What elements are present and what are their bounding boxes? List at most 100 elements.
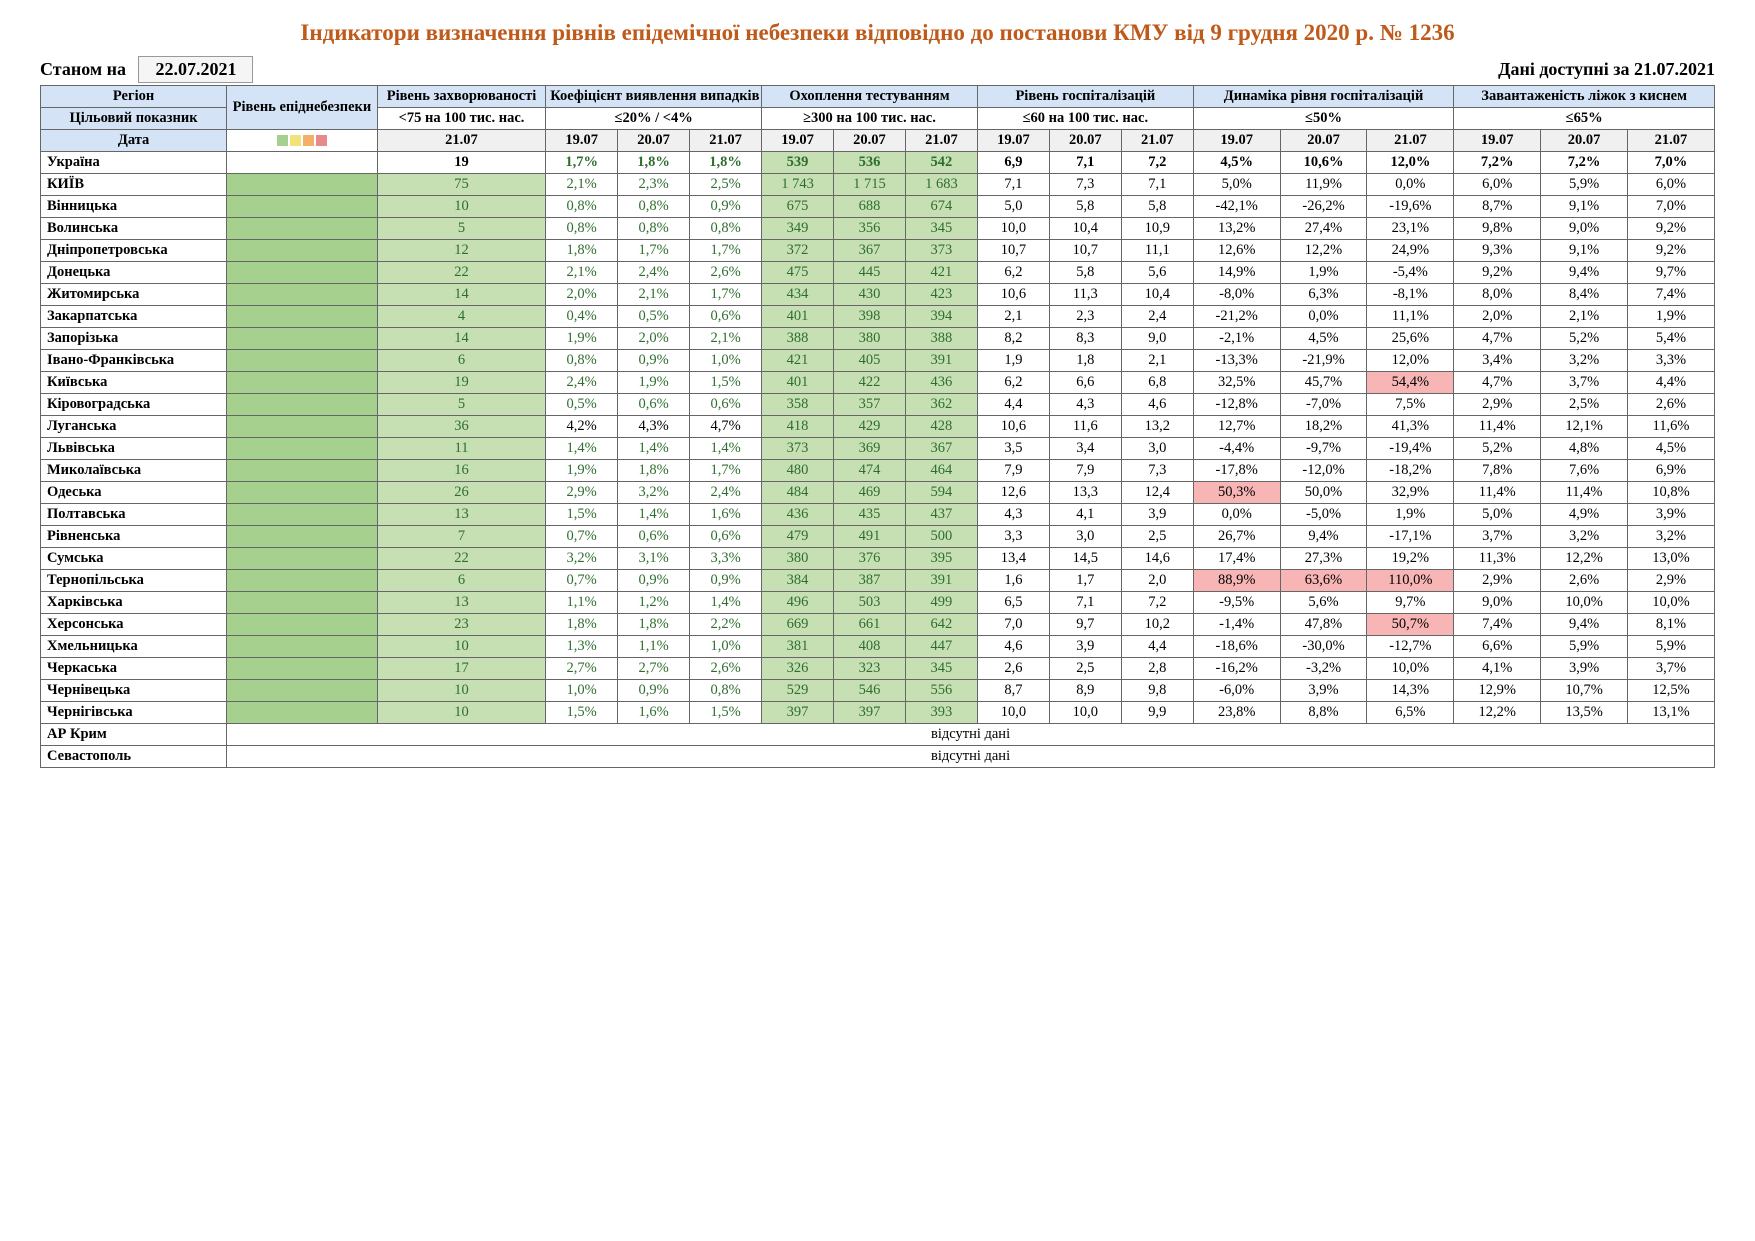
hosp-cell: 10,9 (1121, 218, 1193, 240)
hosp-cell: 2,3 (1049, 306, 1121, 328)
incidence-cell: 10 (377, 196, 545, 218)
region-cell: Україна (41, 152, 227, 174)
hosp-cell: 2,5 (1049, 658, 1121, 680)
oxygen-cell: 2,0% (1454, 306, 1541, 328)
hosp-cell: 11,3 (1049, 284, 1121, 306)
level-cell (227, 174, 378, 196)
oxygen-cell: 8,4% (1541, 284, 1628, 306)
table-row: АР Кримвідсутні дані (41, 724, 1715, 746)
detection-cell: 0,6% (690, 394, 762, 416)
hosp-cell: 13,4 (977, 548, 1049, 570)
incidence-cell: 4 (377, 306, 545, 328)
oxygen-cell: 3,2% (1627, 526, 1714, 548)
detection-cell: 0,4% (546, 306, 618, 328)
hosp-dynamics-cell: -12,8% (1193, 394, 1280, 416)
testing-cell: 434 (762, 284, 834, 306)
hosp-dynamics-cell: -4,4% (1193, 438, 1280, 460)
hosp-dynamics-cell: -13,3% (1193, 350, 1280, 372)
date-hosp-1: 19.07 (977, 130, 1049, 152)
col-region: Регіон (41, 86, 227, 108)
oxygen-cell: 11,4% (1541, 482, 1628, 504)
table-row: Харківська131,1%1,2%1,4%4965034996,57,17… (41, 592, 1715, 614)
oxygen-cell: 9,2% (1627, 218, 1714, 240)
testing-cell: 422 (834, 372, 906, 394)
detection-cell: 1,8% (618, 460, 690, 482)
hosp-dynamics-cell: 0,0% (1193, 504, 1280, 526)
hosp-dynamics-cell: 9,7% (1367, 592, 1454, 614)
oxygen-cell: 3,2% (1541, 350, 1628, 372)
oxygen-cell: 5,4% (1627, 328, 1714, 350)
region-cell: Чернівецька (41, 680, 227, 702)
level-cell (227, 262, 378, 284)
table-row: Херсонська231,8%1,8%2,2%6696616427,09,71… (41, 614, 1715, 636)
incidence-cell: 13 (377, 592, 545, 614)
detection-cell: 0,9% (690, 196, 762, 218)
incidence-cell: 17 (377, 658, 545, 680)
hosp-dynamics-cell: 27,3% (1280, 548, 1367, 570)
hosp-dynamics-cell: 10,0% (1367, 658, 1454, 680)
date-test-3: 21.07 (905, 130, 977, 152)
testing-cell: 1 715 (834, 174, 906, 196)
testing-cell: 503 (834, 592, 906, 614)
incidence-cell: 7 (377, 526, 545, 548)
table-row: Чернівецька101,0%0,9%0,8%5295465568,78,9… (41, 680, 1715, 702)
col-hosp-dyn: Динаміка рівня госпіталізацій (1193, 86, 1454, 108)
hosp-cell: 9,7 (1049, 614, 1121, 636)
incidence-cell: 75 (377, 174, 545, 196)
hosp-cell: 7,1 (1121, 174, 1193, 196)
hosp-dynamics-cell: -30,0% (1280, 636, 1367, 658)
testing-cell: 376 (834, 548, 906, 570)
oxygen-cell: 2,9% (1627, 570, 1714, 592)
oxygen-cell: 4,9% (1541, 504, 1628, 526)
detection-cell: 2,1% (546, 262, 618, 284)
oxygen-cell: 13,0% (1627, 548, 1714, 570)
testing-cell: 373 (762, 438, 834, 460)
hosp-dynamics-cell: 14,9% (1193, 262, 1280, 284)
detection-cell: 0,8% (618, 196, 690, 218)
testing-cell: 323 (834, 658, 906, 680)
hosp-dynamics-cell: 11,9% (1280, 174, 1367, 196)
hosp-dynamics-cell: 0,0% (1280, 306, 1367, 328)
hosp-cell: 8,3 (1049, 328, 1121, 350)
hosp-dynamics-cell: 3,9% (1280, 680, 1367, 702)
detection-cell: 3,3% (690, 548, 762, 570)
testing-cell: 367 (905, 438, 977, 460)
detection-cell: 1,0% (690, 350, 762, 372)
detection-cell: 3,2% (618, 482, 690, 504)
oxygen-cell: 9,2% (1454, 262, 1541, 284)
detection-cell: 1,8% (618, 152, 690, 174)
hosp-dynamics-cell: 24,9% (1367, 240, 1454, 262)
date-dyn-1: 19.07 (1193, 130, 1280, 152)
hosp-cell: 7,2 (1121, 592, 1193, 614)
oxygen-cell: 2,9% (1454, 570, 1541, 592)
oxygen-cell: 9,4% (1541, 262, 1628, 284)
testing-cell: 345 (905, 218, 977, 240)
hosp-cell: 10,4 (1121, 284, 1193, 306)
table-row: КИЇВ752,1%2,3%2,5%1 7431 7151 6837,17,37… (41, 174, 1715, 196)
legend-yellow (290, 135, 301, 146)
testing-cell: 397 (834, 702, 906, 724)
oxygen-cell: 3,9% (1627, 504, 1714, 526)
level-cell (227, 460, 378, 482)
region-cell: Кіровоградська (41, 394, 227, 416)
detection-cell: 0,8% (618, 218, 690, 240)
table-row: Дніпропетровська121,8%1,7%1,7%3723673731… (41, 240, 1715, 262)
oxygen-cell: 3,4% (1454, 350, 1541, 372)
detection-cell: 1,9% (618, 372, 690, 394)
hosp-cell: 8,2 (977, 328, 1049, 350)
oxygen-cell: 6,6% (1454, 636, 1541, 658)
testing-cell: 435 (834, 504, 906, 526)
testing-cell: 484 (762, 482, 834, 504)
detection-cell: 1,9% (546, 460, 618, 482)
hosp-dynamics-cell: -3,2% (1280, 658, 1367, 680)
hosp-cell: 9,9 (1121, 702, 1193, 724)
detection-cell: 2,2% (690, 614, 762, 636)
target-incidence: <75 на 100 тис. нас. (377, 108, 545, 130)
oxygen-cell: 2,5% (1541, 394, 1628, 416)
oxygen-cell: 8,7% (1454, 196, 1541, 218)
col-detection: Коефіцієнт виявлення випадків інфікуванн… (546, 86, 762, 108)
detection-cell: 0,5% (546, 394, 618, 416)
level-cell (227, 482, 378, 504)
hosp-cell: 11,1 (1121, 240, 1193, 262)
testing-cell: 381 (762, 636, 834, 658)
